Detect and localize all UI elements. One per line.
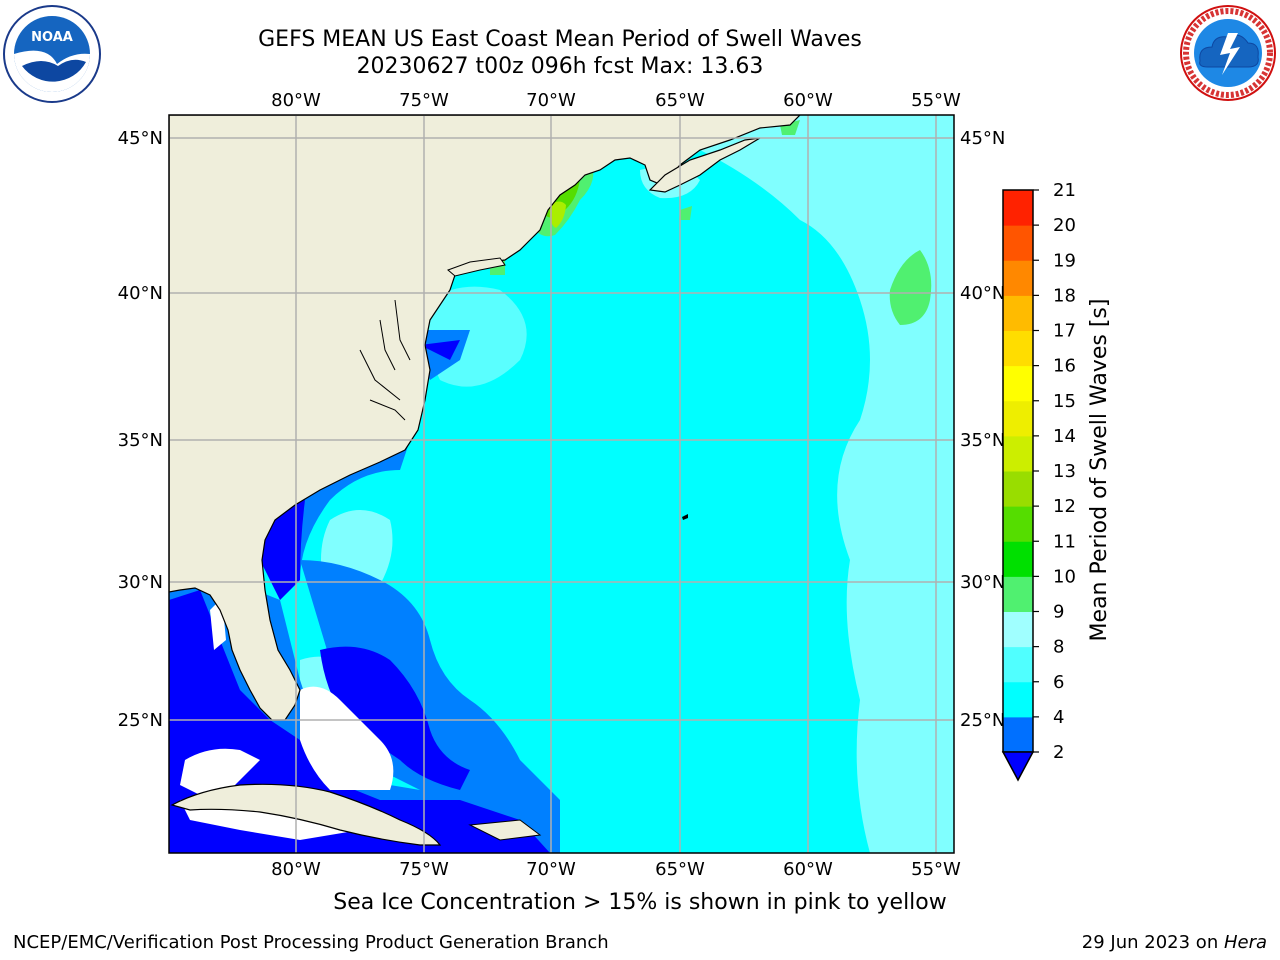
colorbar-tick-label: 14 [1053, 426, 1076, 447]
footer-date: 29 Jun 2023 on Hera [1082, 932, 1267, 953]
lat-tick-label: 45°N [960, 128, 1005, 149]
lon-tick-label: 75°W [399, 90, 449, 111]
sea-ice-caption: Sea Ice Concentration > 15% is shown in … [333, 890, 947, 915]
long-island [447, 257, 506, 277]
colorbar-label: Mean Period of Swell Waves [s] [1087, 299, 1112, 642]
colorbar-tick-label: 11 [1053, 531, 1076, 552]
lon-tick-label: 60°W [783, 90, 833, 111]
axis-labels: 80°W 80°W 75°W 75°W 70°W 70°W 65°W 65°W 60°W 60°W… [118, 90, 1006, 880]
colorbar-segment [1003, 190, 1033, 226]
colorbar-segment [1003, 506, 1033, 542]
colorbar-tick-label: 17 [1053, 321, 1076, 342]
colorbar-tick-label: 21 [1053, 180, 1076, 201]
lon-tick-label: 60°W [783, 859, 833, 880]
nws-logo-icon [1180, 5, 1276, 101]
lat-tick-label: 25°N [960, 710, 1005, 731]
footer-host: Hera [1223, 932, 1267, 953]
lon-tick-label: 65°W [655, 90, 705, 111]
colorbar-tick-label: 13 [1053, 461, 1076, 482]
colorbar-extend-arrow [1001, 751, 1035, 782]
noaa-logo-icon: NOAA [3, 5, 101, 103]
lat-tick-label: 40°N [118, 283, 163, 304]
map-frame [168, 114, 955, 854]
lon-tick-label: 80°W [271, 90, 321, 111]
colorbar-segment [1003, 611, 1033, 648]
footer-credit: NCEP/EMC/Verification Post Processing Pr… [13, 932, 609, 953]
colorbar-tick-label: 18 [1053, 285, 1076, 306]
colorbar-segment [1003, 295, 1033, 331]
colorbar-segment [1003, 365, 1033, 402]
land-mass [169, 115, 801, 721]
colorbar-tick-label: 2 [1053, 742, 1064, 763]
chesapeake-bay-lines [359, 299, 411, 421]
colorbar-segment [1003, 716, 1033, 753]
noaa-logo-text: NOAA [31, 30, 73, 45]
bermuda-mark [682, 514, 688, 520]
swell-band-12-13 [549, 201, 566, 228]
lat-tick-label: 45°N [118, 128, 163, 149]
nova-scotia-landmass [648, 137, 761, 193]
colorbar-segment [1003, 435, 1033, 472]
colorbar-segment [1003, 400, 1033, 437]
lat-tick-label: 35°N [960, 430, 1005, 451]
lon-tick-label: 70°W [526, 859, 576, 880]
lon-tick-label: 80°W [271, 859, 321, 880]
lat-tick-label: 40°N [960, 283, 1005, 304]
cuba-landmass [170, 783, 442, 846]
lon-tick-label: 70°W [526, 90, 576, 111]
colorbar-tick-label: 16 [1053, 356, 1076, 377]
lat-tick-label: 30°N [960, 572, 1005, 593]
lat-tick-label: 30°N [118, 572, 163, 593]
chart-title: GEFS MEAN US East Coast Mean Period of S… [258, 27, 862, 52]
lon-tick-label: 65°W [655, 859, 705, 880]
colorbar-tick-label: 12 [1053, 496, 1076, 517]
colorbar-segment [1003, 646, 1033, 683]
colorbar-tick-label: 15 [1053, 391, 1076, 412]
lon-tick-label: 55°W [911, 90, 961, 111]
colorbar-tick-label: 6 [1053, 672, 1064, 693]
colorbar-tick-label: 20 [1053, 215, 1076, 236]
colorbar: 2 4 6 8 9 10 11 12 13 14 15 16 17 18 19 20 21 [1001, 180, 1076, 782]
chart-subtitle: 20230627 t00z 096h fcst Max: 13.63 [356, 54, 764, 79]
colorbar-segment [1003, 330, 1033, 367]
colorbar-tick-label: 10 [1053, 566, 1076, 587]
footer-date-text: 29 Jun 2023 on [1081, 932, 1224, 953]
colorbar-segment [1003, 260, 1033, 296]
colorbar-tick-label: 8 [1053, 637, 1064, 658]
lat-tick-label: 35°N [118, 430, 163, 451]
colorbar-segment [1003, 576, 1033, 612]
colorbar-segment [1003, 541, 1033, 577]
lat-tick-label: 25°N [118, 710, 163, 731]
colorbar-segment [1003, 225, 1033, 261]
graticule [169, 115, 954, 853]
colorbar-tick-label: 19 [1053, 250, 1076, 271]
colorbar-tick-label: 9 [1053, 602, 1064, 623]
colorbar-tick-label: 4 [1053, 707, 1064, 728]
colorbar-segment [1003, 681, 1033, 718]
lon-tick-label: 75°W [399, 859, 449, 880]
colorbar-segment [1003, 471, 1033, 507]
lon-tick-label: 55°W [911, 859, 961, 880]
hispaniola-landmass [468, 819, 542, 841]
